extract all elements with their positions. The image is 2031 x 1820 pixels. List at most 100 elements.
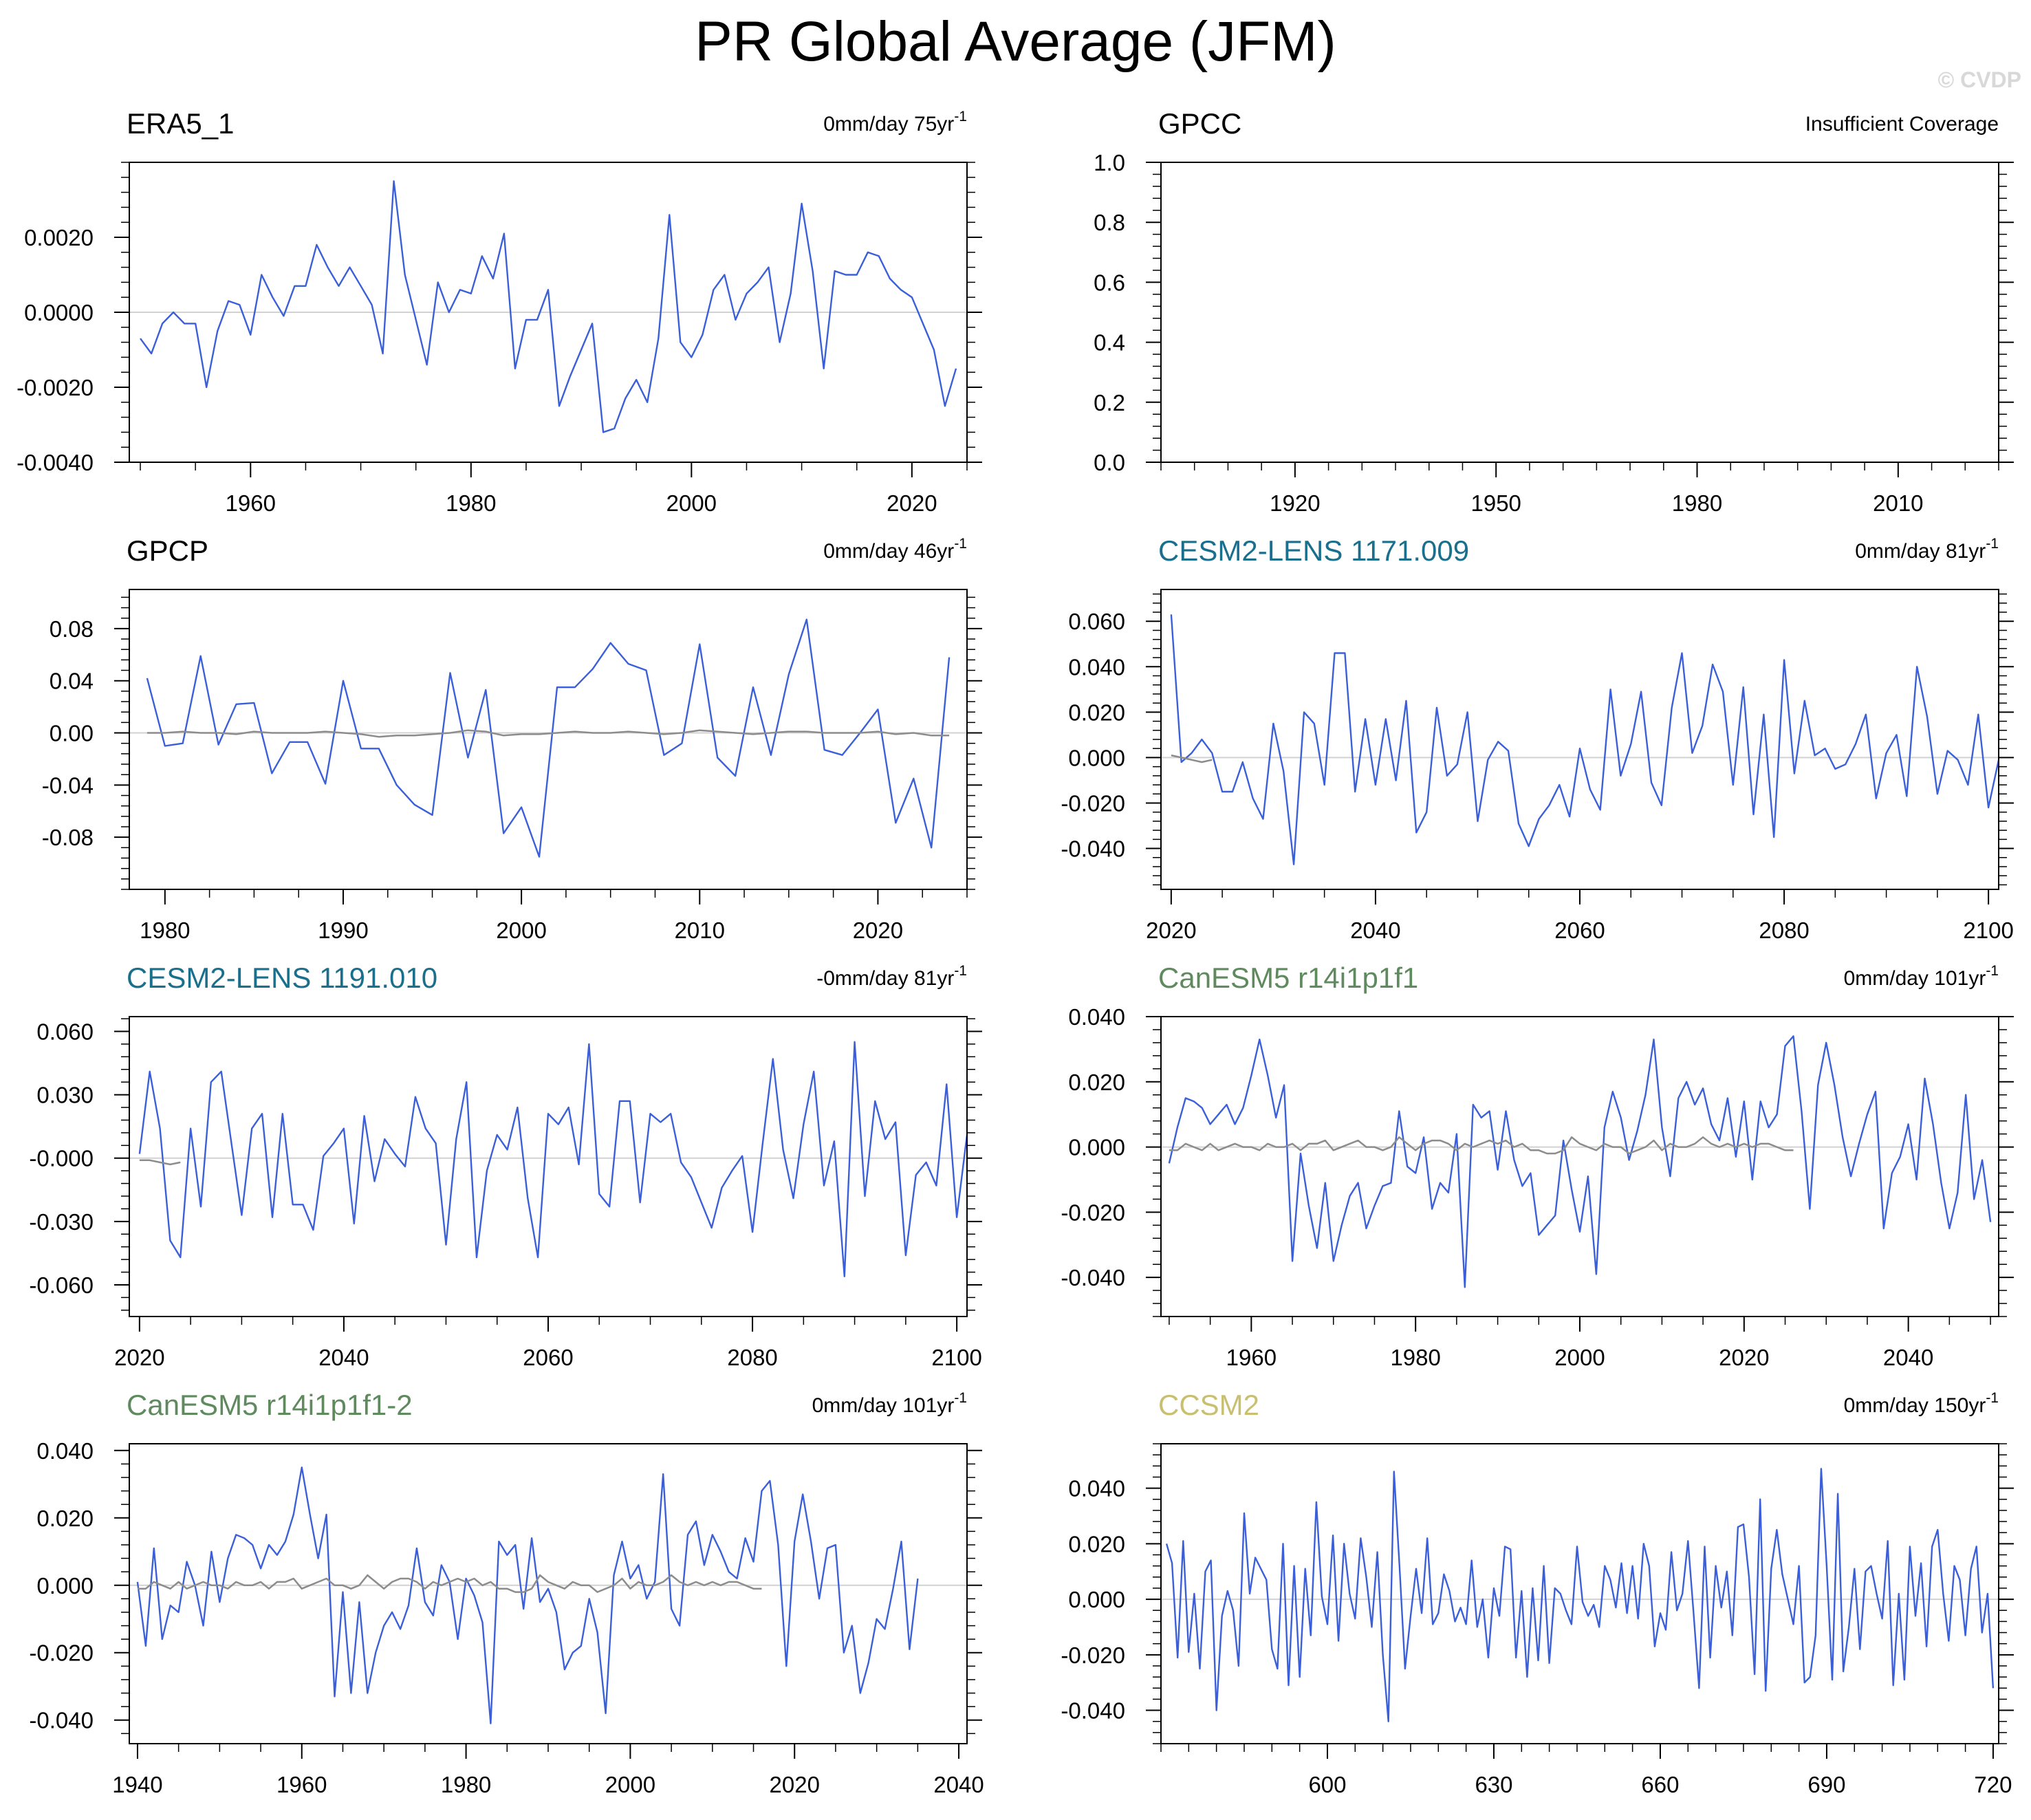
- y-tick-label: 0.00: [50, 721, 94, 746]
- y-tick-label: 0.060: [36, 1019, 94, 1044]
- y-tick-label: -0.030: [29, 1209, 94, 1235]
- plot-frame: [1160, 589, 1999, 890]
- timeseries-line: [146, 618, 951, 858]
- figure-title: PR Global Average (JFM): [695, 10, 1336, 73]
- x-tick-label: 600: [1308, 1772, 1346, 1797]
- y-tick-label: 0.040: [1068, 1476, 1125, 1502]
- ensemble-mean-line: [137, 1574, 762, 1593]
- y-tick-label: -0.020: [1061, 1643, 1125, 1668]
- ensemble-mean-line: [1171, 754, 1213, 763]
- y-tick-label: 0.2: [1094, 390, 1125, 415]
- y-tick-label: -0.020: [1061, 1200, 1125, 1225]
- x-tick-label: 720: [1974, 1772, 2012, 1797]
- x-tick-label: 2020: [770, 1772, 820, 1797]
- panel-8: -0.040 -0.020 0.000 0.020 0.040 600 630 660 690 7…: [1061, 1389, 2014, 1797]
- y-tick-label: -0.040: [1061, 1265, 1125, 1290]
- y-tick-label: 0.000: [1068, 745, 1125, 770]
- y-tick-label: 0.000: [36, 1573, 94, 1599]
- x-tick-label: 2020: [1146, 918, 1196, 943]
- timeseries-line: [1165, 1468, 1995, 1722]
- y-tick-label: -0.08: [42, 825, 94, 850]
- timeseries-line: [138, 1041, 967, 1277]
- trend-stat-label: 0mm/day 101yr-1: [812, 1390, 967, 1417]
- x-tick-label: 2100: [1963, 918, 2013, 943]
- trend-stat-label: 0mm/day 46yr-1: [823, 536, 967, 563]
- y-tick-label: -0.0040: [17, 450, 94, 475]
- y-tick-label: -0.040: [29, 1708, 94, 1733]
- x-tick-label: 1980: [140, 918, 190, 943]
- x-tick-label: 2010: [1873, 490, 1923, 516]
- ensemble-mean-line: [139, 1159, 181, 1166]
- timeseries-line: [136, 1466, 919, 1724]
- x-tick-label: 1980: [1672, 490, 1722, 516]
- plot-frame: [1160, 1443, 1999, 1744]
- panel-6: -0.040 -0.020 0.000 0.020 0.040 1960 1980 2000 2…: [1061, 962, 2014, 1370]
- plot-frame: [1160, 1016, 1999, 1317]
- plot-frame: [1160, 162, 1999, 463]
- x-tick-label: 1950: [1470, 490, 1521, 516]
- timeseries-line: [1170, 614, 1999, 865]
- x-tick-label: 2040: [318, 1345, 369, 1370]
- x-tick-label: 2000: [496, 918, 546, 943]
- x-tick-label: 2040: [1350, 918, 1400, 943]
- x-tick-label: 2100: [931, 1345, 981, 1370]
- x-tick-label: 2000: [1554, 1345, 1605, 1370]
- panel-7: -0.040 -0.020 0.000 0.020 0.040 1940 1960 1980 2…: [29, 1389, 984, 1797]
- timeseries-line: [1168, 1035, 1992, 1288]
- y-tick-label: 0.020: [1068, 1531, 1125, 1557]
- panel-title: ERA5_1: [127, 107, 234, 140]
- y-tick-label: 0.8: [1094, 210, 1125, 235]
- y-tick-label: 0.000: [1068, 1587, 1125, 1612]
- panel-title: CCSM2: [1158, 1389, 1259, 1421]
- trend-stat-label: 0mm/day 81yr-1: [1855, 536, 1999, 563]
- y-tick-label: 0.0020: [24, 225, 94, 250]
- x-tick-label: 1980: [446, 490, 496, 516]
- y-tick-label: -0.0020: [17, 375, 94, 400]
- y-tick-label: -0.040: [1061, 836, 1125, 862]
- x-tick-label: 630: [1475, 1772, 1512, 1797]
- x-tick-label: 2000: [666, 490, 717, 516]
- y-tick-label: 0.000: [1068, 1135, 1125, 1160]
- x-tick-label: 1960: [276, 1772, 327, 1797]
- y-tick-label: 0.020: [36, 1506, 94, 1531]
- x-tick-label: 1920: [1270, 490, 1320, 516]
- trend-stat-label: 0mm/day 101yr-1: [1844, 963, 1999, 990]
- x-tick-label: 660: [1641, 1772, 1679, 1797]
- x-tick-label: 1960: [1226, 1345, 1277, 1370]
- x-tick-label: 1980: [1390, 1345, 1440, 1370]
- x-tick-label: 2040: [933, 1772, 984, 1797]
- plot-frame: [129, 1443, 968, 1744]
- y-tick-label: 0.6: [1094, 270, 1125, 295]
- x-tick-label: 1980: [441, 1772, 491, 1797]
- trend-stat-label: 0mm/day 75yr-1: [823, 109, 967, 136]
- y-tick-label: 0.4: [1094, 330, 1125, 356]
- y-tick-label: -0.020: [1061, 790, 1125, 816]
- y-tick-label: 1.0: [1094, 150, 1125, 175]
- y-tick-label: 0.040: [1068, 654, 1125, 680]
- plot-frame: [129, 1016, 968, 1317]
- panel-title: GPCP: [127, 534, 208, 567]
- y-tick-label: -0.04: [42, 772, 94, 798]
- y-tick-label: -0.040: [1061, 1698, 1125, 1724]
- y-tick-label: -0.000: [29, 1146, 94, 1171]
- x-tick-label: 2060: [1554, 918, 1605, 943]
- x-tick-label: 2020: [114, 1345, 164, 1370]
- plot-frame: [129, 589, 968, 890]
- x-tick-label: 2020: [887, 490, 937, 516]
- y-tick-label: -0.020: [29, 1640, 94, 1666]
- x-tick-label: 1990: [318, 918, 368, 943]
- ensemble-mean-line: [1169, 1136, 1794, 1155]
- y-tick-label: 0.0: [1094, 450, 1125, 475]
- x-tick-label: 2000: [605, 1772, 655, 1797]
- y-tick-label: 0.060: [1068, 609, 1125, 634]
- trend-stat-label: 0mm/day 150yr-1: [1844, 1390, 1999, 1417]
- panel-title: CESM2-LENS 1171.009: [1158, 534, 1469, 567]
- y-tick-label: 0.08: [50, 616, 94, 642]
- x-tick-label: 690: [1807, 1772, 1845, 1797]
- trend-stat-label: -0mm/day 81yr-1: [816, 963, 967, 990]
- timeseries-line: [140, 180, 957, 433]
- x-tick-label: 2080: [1759, 918, 1809, 943]
- panel-title: CanESM5 r14i1p1f1-2: [127, 1389, 413, 1421]
- y-tick-label: 0.040: [1068, 1004, 1125, 1030]
